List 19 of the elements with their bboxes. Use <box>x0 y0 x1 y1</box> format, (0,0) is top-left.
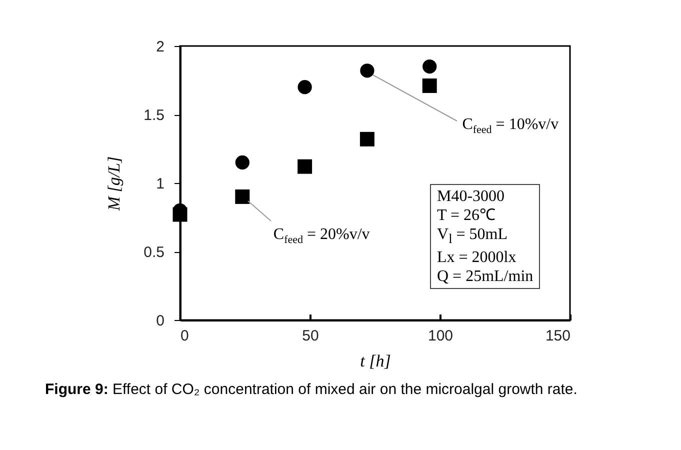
x-tick-label: 50 <box>302 328 319 344</box>
y-tick-label: 0 <box>156 312 164 330</box>
annotation: T = 26℃ <box>437 207 496 224</box>
annotation: M40-3000 <box>437 188 505 205</box>
annotation: V$_{l}$ = 50mL <box>437 226 508 246</box>
y-axis-title: M [g/L] <box>104 156 124 212</box>
x-tick-label: 100 <box>428 328 454 344</box>
text: Figure 9: Effect of CO₂ concentration of mixed air on the microalgal growth rate. <box>45 380 578 400</box>
annotation: Lx = 2000lx <box>437 249 516 266</box>
y-tick-label: 1 <box>156 176 164 192</box>
y-tick-label: 2 <box>156 38 164 56</box>
y-tick-label: 0.5 <box>144 244 164 261</box>
x-axis-title: t [h] <box>360 352 391 370</box>
annotation: Q = 25mL/min <box>437 268 534 286</box>
annotation: C$_{feed}$ = 20%v/v <box>273 226 370 246</box>
y-tick-label: 1.5 <box>144 107 164 124</box>
x-tick-label: 150 <box>545 328 570 344</box>
x-tick-label: 0 <box>180 328 189 344</box>
annotation: C$_{feed}$ = 10%v/v <box>462 116 559 136</box>
